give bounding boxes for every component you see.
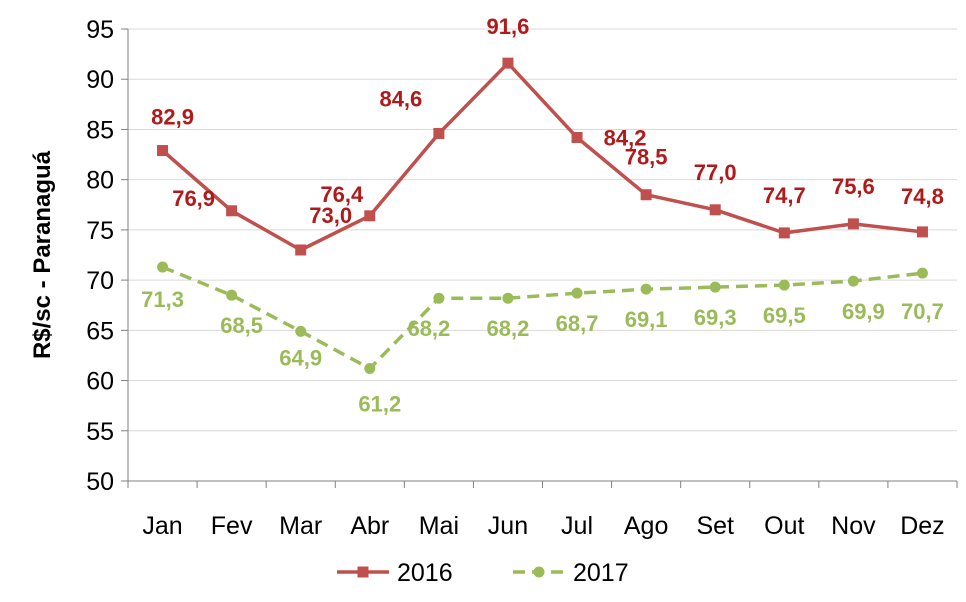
data-point [502,292,514,304]
legend-item: 2016 [337,559,453,587]
data-point [226,205,238,217]
data-point [640,189,652,201]
data-point [778,279,790,291]
data-label: 73,0 [309,203,352,228]
x-tick-label: Nov [831,512,876,540]
data-label: 78,5 [625,145,668,170]
y-tick-label: 75 [86,217,114,245]
data-label: 91,6 [487,14,530,39]
data-label: 82,9 [151,105,194,130]
data-label: 84,2 [604,125,647,150]
x-tick-label: Jan [142,512,182,540]
legend-label: 2016 [397,559,453,587]
data-label: 69,9 [842,299,885,324]
data-point [640,283,652,295]
y-tick-label: 85 [86,116,114,144]
y-axis-label: R$/sc - Paranaguá [29,150,56,359]
data-point [295,325,307,337]
data-point [364,210,376,222]
x-tick-label: Mai [419,512,459,540]
x-tick-label: Jul [561,512,593,540]
x-tick-label: Fev [211,512,253,540]
x-tick-label: Ago [624,512,668,540]
data-label: 69,1 [625,307,668,332]
series-2017: 71,3 68,5 64,9 61,2 68,2 68,2 68,7 69,1 69,3 69,5… [141,261,944,417]
data-label: 68,2 [487,316,530,341]
x-tick-label: Jun [488,512,528,540]
x-tick-labels: Jan Fev Mar Abr Mai Jun Jul Ago Set Out Nov Dez [142,512,944,540]
legend-marker [357,566,369,578]
data-label: 74,7 [763,183,806,208]
data-label: 84,6 [379,86,422,111]
x-tick-label: Out [764,512,804,540]
data-label: 68,2 [407,316,450,341]
data-point [502,57,514,69]
y-tick-label: 55 [86,418,114,446]
data-point [778,227,790,239]
data-label: 75,6 [832,174,875,199]
data-label: 68,7 [556,311,599,336]
data-point [433,292,445,304]
data-label: 68,5 [220,313,263,338]
data-point [157,145,169,157]
gridlines [128,28,957,432]
data-label: 76,9 [172,186,215,211]
x-tick-label: Set [696,512,734,540]
series-2016: 82,9 76,9 73,076,4 84,6 91,6 84,278,5 77,0 74,7… [151,14,944,256]
y-tick-label: 70 [86,267,114,295]
data-point [916,267,928,279]
data-point [709,204,721,216]
x-tick-label: Abr [350,512,389,540]
x-tick-label: Mar [279,512,322,540]
data-label: 74,8 [901,184,944,209]
y-tick-labels: 50 55 60 65 70 75 80 85 90 95 [86,16,114,496]
legend-label: 2017 [573,559,629,587]
series-line [161,265,923,371]
series-group: 82,9 76,9 73,076,4 84,6 91,6 84,278,5 77,0 74,7… [141,14,944,416]
data-point [916,226,928,238]
y-tick-label: 50 [86,468,114,496]
y-tick-label: 60 [86,368,114,396]
data-label: 71,3 [141,287,184,312]
legend-item: 2017 [513,559,629,587]
legend: 2016 2017 [337,559,629,587]
y-tick-label: 65 [86,317,114,345]
data-point [847,218,859,230]
series-line [161,61,923,252]
data-point [433,127,445,139]
x-tick-label: Dez [900,512,944,540]
data-label: 70,7 [901,299,944,324]
y-tick-label: 90 [86,66,114,94]
data-point [571,287,583,299]
data-point [709,281,721,293]
axes [121,28,958,488]
data-point [157,261,169,273]
data-point [226,289,238,301]
data-label: 64,9 [279,345,322,370]
data-point [364,363,376,375]
data-label: 69,3 [694,305,737,330]
data-point [847,275,859,287]
data-point [295,244,307,256]
y-tick-label: 80 [86,167,114,195]
y-tick-label: 95 [86,16,114,44]
data-label: 76,4 [320,182,364,207]
data-label: 61,2 [358,392,401,417]
data-label: 69,5 [763,303,806,328]
legend-marker [533,566,545,578]
data-point [571,131,583,143]
data-label: 77,0 [694,160,737,185]
